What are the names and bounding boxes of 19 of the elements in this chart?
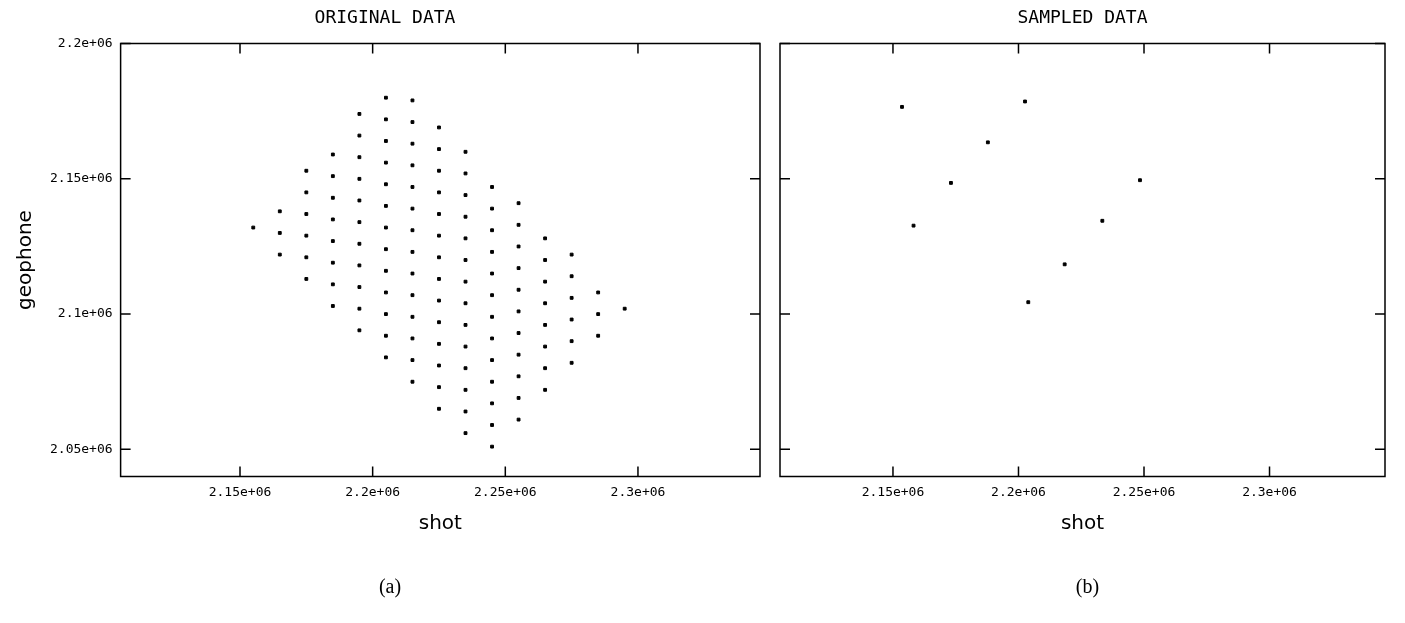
text: (b) [1074, 575, 1101, 598]
y-tick-label: 2.05e+06 [49, 440, 113, 456]
y-tick-label: 2.2e+06 [57, 34, 113, 50]
x-tick-label: 2.15e+06 [861, 483, 925, 499]
y-tick-label: 2.15e+06 [49, 170, 113, 186]
x-tick-label: 2.3e+06 [610, 483, 666, 499]
x-tick-label: 2.15e+06 [208, 483, 272, 499]
x-tick-label: 2.25e+06 [1112, 483, 1176, 499]
x-axis-title: shot [418, 510, 463, 535]
x-axis-title: shot [1060, 510, 1105, 535]
chart-title: SAMPLED DATA [1017, 6, 1148, 28]
text: (a) [377, 575, 403, 598]
x-tick-label: 2.2e+06 [991, 483, 1046, 499]
x-tick-label: 2.2e+06 [345, 483, 401, 499]
y-axis-title: geophone [12, 210, 37, 310]
y-tick-label: 2.1e+06 [57, 305, 113, 321]
chart-title: ORIGINAL DATA [314, 6, 456, 28]
x-tick-label: 2.25e+06 [473, 483, 537, 499]
x-tick-label: 2.3e+06 [1242, 483, 1297, 499]
